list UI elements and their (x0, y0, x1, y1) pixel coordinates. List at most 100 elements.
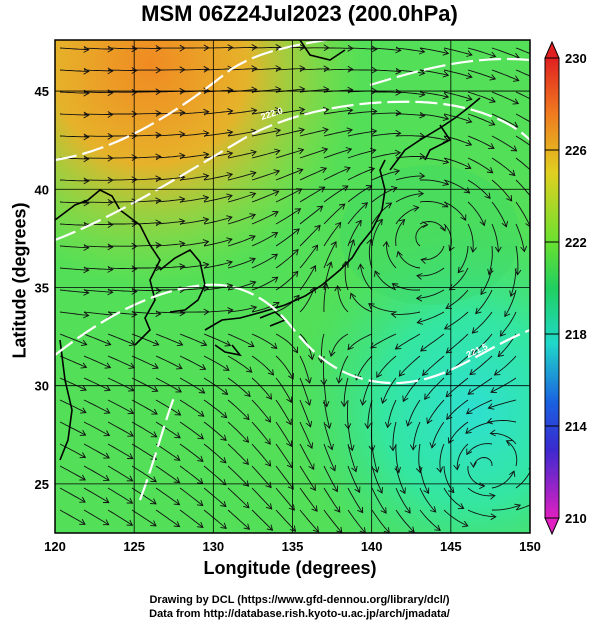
streamline (444, 311, 469, 330)
streamline (323, 443, 336, 471)
streamline (275, 421, 292, 447)
streamline-arrowhead (322, 282, 329, 290)
streamline-arrowhead (471, 348, 478, 356)
streamline (275, 377, 292, 403)
streamline (347, 220, 362, 247)
credit-data: Data from http://database.rish.kyoto-u.a… (149, 608, 450, 620)
streamline-arrowhead (267, 369, 275, 376)
streamline-arrowhead (465, 408, 473, 415)
streamline (443, 157, 472, 169)
streamline-arrowhead (395, 129, 402, 137)
streamline (299, 421, 313, 449)
streamline-arrowhead (248, 341, 255, 347)
streamline (347, 443, 357, 472)
streamline (227, 214, 256, 225)
streamline (251, 302, 280, 313)
streamline-arrowhead (445, 303, 452, 310)
streamline (155, 487, 180, 506)
streamline-arrowhead (480, 288, 487, 296)
streamline (131, 487, 157, 505)
streamline-arrowhead (357, 506, 364, 514)
streamline (83, 509, 109, 526)
streamline-arrowhead (490, 387, 497, 394)
streamline (395, 509, 415, 533)
streamline-arrowhead (504, 310, 511, 318)
streamline (251, 443, 271, 467)
streamline (227, 172, 256, 181)
streamline (299, 265, 316, 291)
streamline-arrowhead (372, 466, 380, 474)
streamline-arrowhead (345, 147, 353, 154)
streamline-arrowhead (487, 268, 494, 276)
streamline (443, 47, 473, 56)
streamline-arrowhead (447, 437, 454, 444)
streamline-arrowhead (335, 377, 343, 384)
streamline (419, 91, 449, 98)
streamline (418, 443, 421, 473)
streamline-arrowhead (486, 167, 494, 174)
streamline-arrowhead (420, 345, 427, 352)
streamline-arrowhead (445, 347, 453, 354)
streamline-arrowhead (334, 506, 341, 513)
streamline-arrowhead (102, 519, 110, 526)
streamline (83, 267, 113, 271)
streamline (59, 47, 89, 51)
streamline-arrowhead (399, 487, 406, 495)
streamline-arrowhead (271, 232, 279, 239)
streamline (491, 223, 499, 252)
streamline (491, 504, 521, 511)
colorbar-tick-label: 210 (565, 511, 587, 526)
streamline-arrowhead (155, 241, 162, 249)
streamline-arrowhead (370, 128, 378, 135)
streamline (275, 333, 298, 353)
streamline (487, 420, 517, 423)
streamline (179, 443, 204, 462)
streamline-arrowhead (152, 339, 160, 347)
streamline-arrowhead (155, 175, 162, 183)
streamline (203, 421, 227, 441)
streamline-arrowhead (226, 283, 234, 290)
streamline (107, 355, 135, 369)
streamline-arrowhead (419, 69, 426, 76)
streamline (251, 211, 279, 225)
streamline (83, 377, 111, 391)
streamline (347, 149, 376, 159)
streamline (515, 223, 525, 252)
streamline (299, 509, 319, 533)
streamline-arrowhead (436, 466, 444, 474)
streamline (398, 355, 421, 377)
streamline-arrowhead (227, 108, 234, 115)
streamline-arrowhead (312, 244, 319, 252)
streamline-arrowhead (273, 169, 281, 176)
streamline (83, 443, 110, 459)
streamline (83, 289, 113, 293)
streamline-arrowhead (370, 342, 377, 349)
streamline (227, 421, 249, 443)
streamline (107, 333, 135, 346)
streamline (275, 88, 305, 93)
streamline (59, 91, 89, 94)
streamline-arrowhead (126, 519, 134, 526)
streamline (227, 333, 255, 347)
streamline (155, 355, 183, 369)
streamline (251, 399, 271, 423)
streamline-arrowhead (341, 260, 349, 268)
streamline (59, 421, 86, 436)
streamline-arrowhead (199, 363, 207, 370)
streamline-arrowhead (405, 420, 413, 427)
streamline-arrowhead (305, 377, 312, 384)
streamline-arrowhead (296, 167, 304, 175)
streamline (107, 69, 137, 71)
streamline-arrowhead (103, 430, 111, 437)
streamline-arrowhead (466, 50, 473, 57)
streamline (59, 333, 87, 346)
streamline-arrowhead (203, 151, 210, 159)
streamline-arrowhead (274, 107, 282, 114)
streamline-arrowhead (347, 444, 355, 452)
streamline-arrowhead (202, 216, 210, 224)
streamline (251, 170, 280, 181)
streamline (107, 47, 137, 50)
streamline (359, 264, 373, 291)
streamline-arrowhead (371, 108, 378, 115)
x-tick-label: 140 (361, 539, 383, 554)
